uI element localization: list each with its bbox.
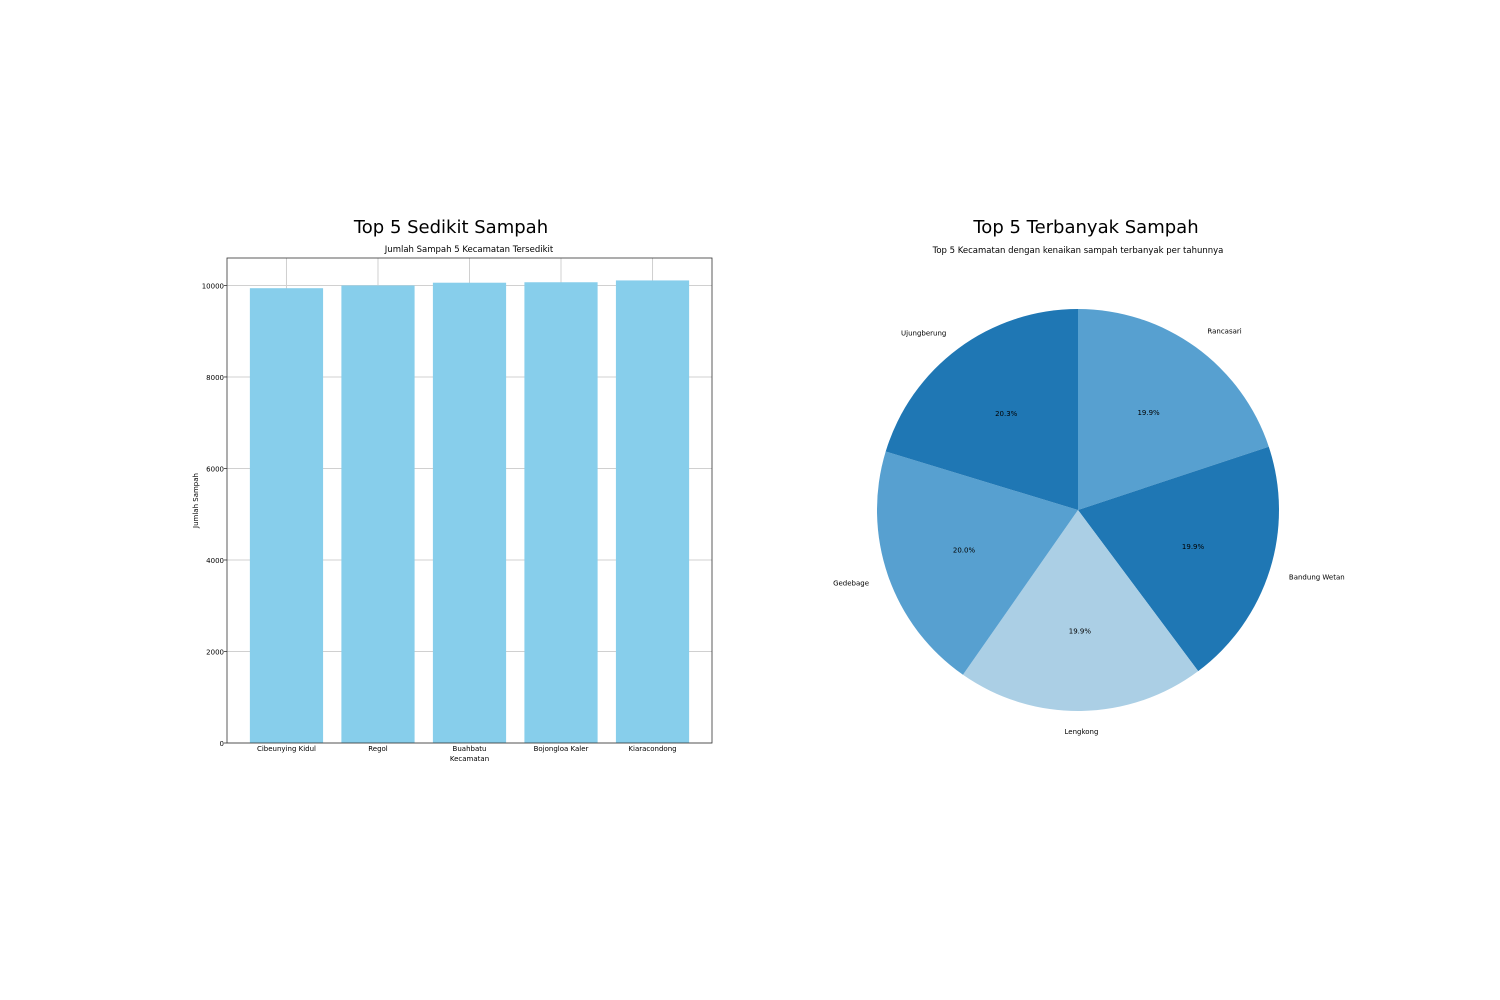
pie-category-label: Bandung Wetan xyxy=(1289,573,1345,581)
y-tick-label: 8000 xyxy=(206,374,224,382)
pie-pct-label: 19.9% xyxy=(1069,628,1092,636)
pie-chart: 19.9% Rancasari 19.9% Bandung Wetan 19.9% Len… xyxy=(833,309,1345,736)
bar-chart-title: Jumlah Sampah 5 Kecamatan Tersedikit xyxy=(384,245,554,255)
x-tick-label: Regol xyxy=(368,745,388,753)
y-tick-label: 0 xyxy=(220,740,224,748)
plot-frame xyxy=(226,257,713,744)
y-tick-label: 6000 xyxy=(206,465,224,473)
pie-category-label: Gedebage xyxy=(833,579,869,587)
pie-pct-label: 20.0% xyxy=(953,546,976,554)
bar xyxy=(432,282,507,743)
left-panel-title: Top 5 Sedikit Sampah xyxy=(353,217,549,238)
x-tick-label: Kiaracondong xyxy=(628,745,676,753)
pie-slice xyxy=(1078,309,1269,510)
bar xyxy=(249,288,324,743)
x-tick-label: Cibeunying Kidul xyxy=(257,745,316,753)
pie-category-label: Rancasari xyxy=(1207,328,1241,336)
pie-pct-label: 19.9% xyxy=(1182,543,1205,551)
bar-chart: 0 2000 4000 6000 8000 10000 Cibeunying Kidul Re… xyxy=(192,257,713,763)
pie-pct-label: 19.9% xyxy=(1137,409,1160,417)
right-panel-title: Top 5 Terbanyak Sampah xyxy=(973,217,1199,238)
x-axis-label: Kecamatan xyxy=(450,755,489,763)
bar xyxy=(524,282,598,743)
y-tick-label: 10000 xyxy=(202,282,224,290)
pie-slice xyxy=(962,510,1199,711)
pie-slice xyxy=(877,451,1078,675)
pie-slice xyxy=(885,309,1078,510)
pie-slice xyxy=(1078,446,1279,672)
x-tick-label: Buahbatu xyxy=(453,745,487,753)
y-axis-label: Jumlah Sampah xyxy=(192,473,200,529)
pie-chart-title: Top 5 Kecamatan dengan kenaikan sampah t… xyxy=(932,246,1224,256)
pie-category-label: Ujungberung xyxy=(901,329,946,337)
bar xyxy=(615,280,690,743)
pie-category-label: Lengkong xyxy=(1065,728,1099,736)
bar xyxy=(341,285,415,743)
x-tick-label: Bojongloa Kaler xyxy=(534,745,589,753)
y-tick-label: 4000 xyxy=(206,557,224,565)
pie-pct-label: 20.3% xyxy=(995,410,1018,418)
y-tick-label: 2000 xyxy=(206,648,224,656)
